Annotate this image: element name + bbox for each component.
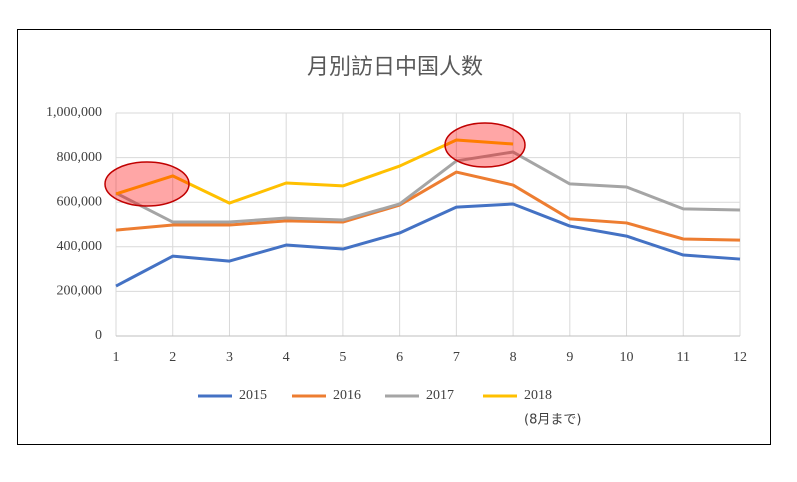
series-line bbox=[115, 170, 741, 242]
y-tick-label: 400,000 bbox=[57, 239, 103, 254]
highlight bbox=[444, 122, 526, 168]
y-tick-label: 600,000 bbox=[57, 194, 103, 209]
x-tick-label: 5 bbox=[339, 350, 346, 365]
x-tick-label: 3 bbox=[226, 350, 233, 365]
y-tick-label: 200,000 bbox=[57, 284, 103, 299]
y-tick-label: 800,000 bbox=[57, 150, 103, 165]
x-tick-label: 2 bbox=[169, 350, 176, 365]
x-tick-label: 8 bbox=[510, 350, 517, 365]
x-tick-label: 1 bbox=[113, 350, 120, 365]
annotation: (8月まで) bbox=[524, 413, 581, 428]
x-tick-label: 11 bbox=[677, 350, 690, 365]
y-tick-label: 0 bbox=[95, 328, 102, 343]
x-tick-label: 7 bbox=[453, 350, 460, 365]
x-tick-label: 4 bbox=[283, 350, 290, 365]
legend-label: 2015 bbox=[239, 388, 267, 403]
x-tick-label: 12 bbox=[733, 350, 747, 365]
x-tick-label: 9 bbox=[566, 350, 573, 365]
legend-label: 2017 bbox=[426, 388, 454, 403]
series-line bbox=[115, 202, 741, 288]
chart-frame bbox=[17, 29, 771, 445]
series-line bbox=[115, 150, 741, 224]
series-line bbox=[115, 138, 514, 205]
x-tick-label: 6 bbox=[396, 350, 403, 365]
legend-label: 2018 bbox=[524, 388, 552, 403]
chart-title: 月別訪日中国人数 bbox=[307, 55, 483, 80]
highlight bbox=[104, 161, 190, 207]
y-tick-label: 1,000,000 bbox=[46, 105, 102, 120]
legend-label: 2016 bbox=[333, 388, 361, 403]
x-tick-label: 10 bbox=[620, 350, 634, 365]
